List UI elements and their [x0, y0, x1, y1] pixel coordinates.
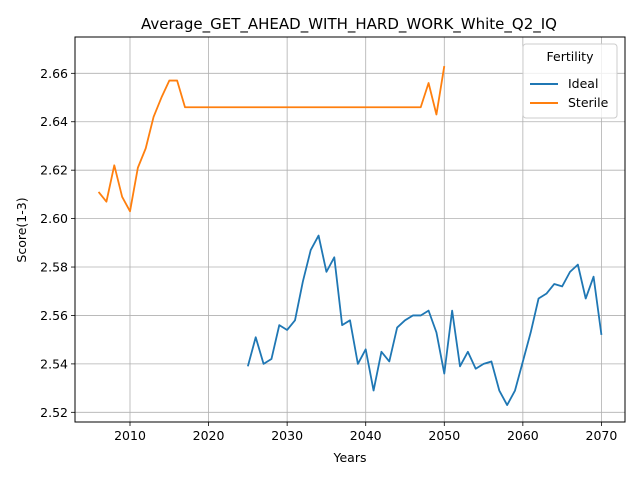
legend-label-ideal: Ideal: [568, 76, 598, 91]
x-tick-label: 2060: [507, 428, 539, 443]
y-tick-label: 2.58: [40, 260, 68, 275]
x-tick-label: 2010: [114, 428, 146, 443]
y-axis-label: Score(1-3): [14, 197, 29, 262]
y-axis-ticks: 2.52 2.54 2.56 2.58 2.60 2.62 2.64 2.66: [40, 66, 75, 420]
y-tick-label: 2.54: [40, 356, 68, 371]
grid-lines: [75, 37, 625, 422]
x-tick-label: 2020: [193, 428, 225, 443]
y-tick-label: 2.56: [40, 308, 68, 323]
series-lines: [97, 65, 603, 406]
y-tick-label: 2.62: [40, 163, 68, 178]
legend-label-sterile: Sterile: [568, 95, 609, 110]
x-axis-ticks: 2010 2020 2030 2040 2050 2060 2070: [114, 422, 617, 443]
legend-title: Fertility: [547, 49, 595, 64]
x-tick-label: 2050: [428, 428, 460, 443]
y-tick-label: 2.64: [40, 114, 68, 129]
plot-frame: [74, 36, 626, 423]
x-axis-label: Years: [333, 450, 367, 465]
x-tick-label: 2040: [350, 428, 382, 443]
x-tick-label: 2030: [271, 428, 303, 443]
y-tick-label: 2.60: [40, 211, 68, 226]
x-tick-label: 2070: [586, 428, 618, 443]
series-line-sterile: [97, 65, 446, 213]
y-tick-label: 2.66: [40, 66, 68, 81]
series-line-ideal: [246, 234, 603, 406]
legend-box: [522, 43, 618, 119]
chart-title: Average_GET_AHEAD_WITH_HARD_WORK_White_Q…: [141, 15, 557, 34]
legend: Fertility Ideal Sterile: [522, 43, 618, 119]
y-tick-label: 2.52: [40, 405, 68, 420]
